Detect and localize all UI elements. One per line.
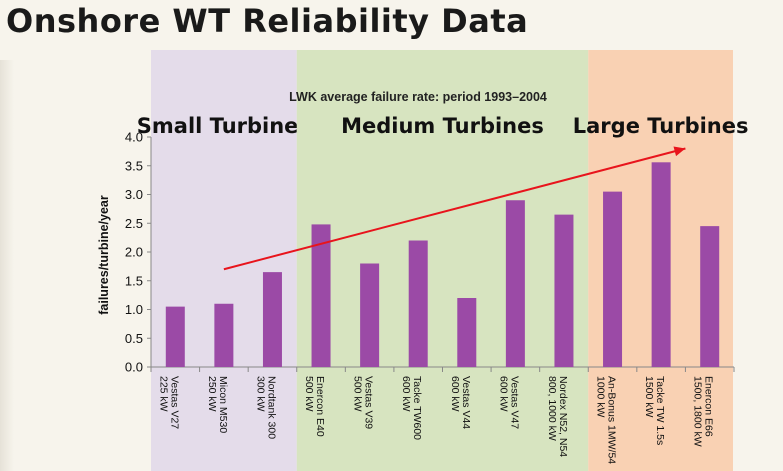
bar-7 [457, 298, 477, 367]
y-tick-label: 0.0 [125, 360, 143, 375]
y-tick-label: 3.0 [125, 187, 143, 202]
region-label-1: Small Turbines [137, 114, 311, 138]
y-tick-label: 1.5 [125, 273, 143, 288]
x-tick-label: Enercon E40500 kW [303, 376, 326, 437]
region-label-3: Large Turbines [573, 114, 749, 138]
y-tick-label: 4.0 [125, 130, 143, 145]
slide-edge-shade [0, 60, 14, 471]
bar-2 [214, 303, 234, 367]
y-tick-label: 3.5 [125, 158, 143, 173]
x-tick-label: Nordtank 300300 kW [254, 376, 277, 439]
x-tick-label: Vestas V39500 kW [352, 376, 375, 429]
bar-10 [603, 191, 623, 367]
region-label-2: Medium Turbines [341, 114, 544, 138]
bar-4 [311, 224, 331, 367]
bar-11 [651, 162, 671, 367]
bar-6 [408, 240, 428, 367]
x-tick-label: Vestas V44600 kW [449, 376, 472, 429]
bar-8 [505, 200, 525, 367]
bar-3 [262, 272, 282, 367]
x-tick-label: Micon M530250 kW [206, 376, 229, 433]
x-tick-label: Tacke TW 1.5s1500 kW [643, 376, 666, 445]
x-tick-label: Vestas V27225 kW [157, 376, 180, 429]
x-tick-label: Tacke TW600600 kW [400, 376, 423, 440]
slide-title: Onshore WT Reliability Data [6, 2, 529, 40]
region-band-2 [296, 50, 589, 471]
x-tick-label: An-Bonus 1MW/541000 kW [595, 376, 618, 464]
bar-5 [360, 263, 380, 367]
y-tick-label: 1.0 [125, 302, 143, 317]
bar-12 [700, 226, 720, 367]
y-tick-label: 2.5 [125, 216, 143, 231]
x-tick-label: Nordex N52, N54800, 1000 kW [546, 376, 569, 457]
x-tick-label: Vestas V47600 kW [497, 376, 520, 429]
bar-1 [165, 306, 185, 367]
region-band-1 [151, 50, 297, 471]
chart-title: LWK average failure rate: period 1993–20… [289, 90, 547, 104]
bar-9 [554, 214, 574, 367]
y-axis-label: failures/turbine/year [97, 195, 111, 315]
y-tick-label: 0.5 [125, 331, 143, 346]
y-tick-label: 2.0 [125, 245, 143, 260]
trend-arrow-line [223, 147, 686, 271]
x-tick-label: Enercon E661500, 1800 kW [692, 376, 715, 447]
trend-arrow-head [673, 146, 686, 157]
